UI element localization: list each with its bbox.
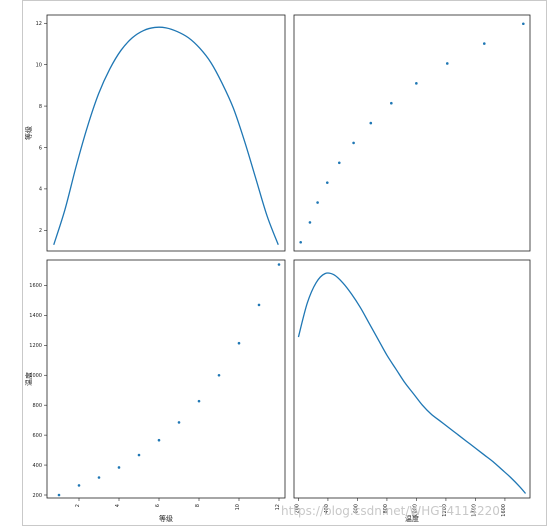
- x-tick-label: 10: [235, 504, 241, 510]
- y-tick-label: 1400: [29, 313, 42, 319]
- x-tick-label: 4: [115, 504, 121, 507]
- scatter-point: [337, 161, 341, 165]
- scatter-point: [522, 22, 525, 26]
- x-tick-label: 1600: [501, 504, 507, 517]
- y-tick-label: 1000: [29, 373, 42, 379]
- y-axis-label: 等级: [24, 126, 33, 140]
- axes-frame: [46, 14, 286, 252]
- x-tick-label: 12: [275, 504, 281, 510]
- y-tick-label: 8: [39, 104, 42, 110]
- y-tick-label: 800: [32, 403, 42, 409]
- scatter-point: [308, 221, 312, 224]
- scatter-point: [237, 341, 241, 345]
- y-tick-label: 600: [32, 433, 42, 439]
- scatter-point: [299, 240, 302, 244]
- panel-bottom-right-density: 200 400 600 800 1000 1200 1400 1600 温度: [293, 259, 531, 523]
- axes-frame: [293, 14, 531, 252]
- y-tick-label: 1600: [29, 283, 42, 289]
- scatter-point: [97, 476, 101, 479]
- scatter-point: [257, 303, 261, 307]
- scatter-point: [482, 42, 486, 45]
- x-tick-label: 600: [353, 504, 359, 514]
- scatter-point: [137, 453, 141, 457]
- x-tick-label: 6: [155, 504, 161, 507]
- x-axis-label: 等级: [159, 514, 173, 523]
- scatter-point: [325, 181, 329, 184]
- x-tick-label: 1200: [442, 504, 448, 517]
- panel-top-left-density: 2 4 6 8 10 12 等级: [24, 14, 286, 252]
- scatter-point: [369, 121, 373, 125]
- scatter-point: [316, 201, 319, 204]
- y-tick-label: 200: [32, 493, 42, 499]
- y-axis-label: 温度: [24, 372, 33, 386]
- scatter-point: [217, 373, 221, 377]
- x-tick-label: 800: [383, 504, 389, 514]
- x-tick-label: 2: [75, 504, 81, 507]
- scatter-point: [117, 466, 121, 469]
- scatter-point: [57, 493, 61, 497]
- y-tick-label: 2: [39, 228, 42, 234]
- scatter-point: [445, 62, 449, 65]
- watermark-text: https://blog.csdn.net/WHGT4114220: [281, 504, 500, 518]
- y-tick-label: 10: [36, 62, 42, 68]
- figure-frame: 2 4 6 8 10 12 等级 200 400 600 800 1000 1200 1400 1600 2…: [22, 0, 547, 526]
- x-tick-label: 8: [195, 504, 201, 507]
- x-axis-label: 温度: [405, 514, 419, 523]
- y-tick-label: 400: [32, 463, 42, 469]
- y-tick-label: 1200: [29, 343, 42, 349]
- x-tick-label: 400: [324, 504, 330, 514]
- scatter-point: [157, 438, 161, 442]
- axes-frame: [293, 259, 531, 499]
- scatter-point: [415, 82, 418, 85]
- scatter-point: [352, 141, 355, 145]
- scatter-point: [277, 263, 281, 266]
- y-tick-label: 4: [39, 187, 42, 193]
- scatter-point: [390, 101, 393, 105]
- scatter-point: [177, 421, 181, 424]
- y-tick-label: 12: [36, 21, 42, 27]
- x-tick-label: 1000: [412, 504, 418, 517]
- density-line: [297, 272, 527, 494]
- panel-top-right-scatter: [293, 14, 531, 252]
- density-line: [53, 26, 279, 246]
- x-tick-label: 200: [294, 504, 300, 514]
- y-tick-label: 6: [39, 145, 42, 151]
- x-tick-label: 1400: [471, 504, 477, 517]
- scatter-point: [77, 484, 81, 487]
- axes-frame: [46, 259, 286, 499]
- scatter-point: [197, 399, 201, 403]
